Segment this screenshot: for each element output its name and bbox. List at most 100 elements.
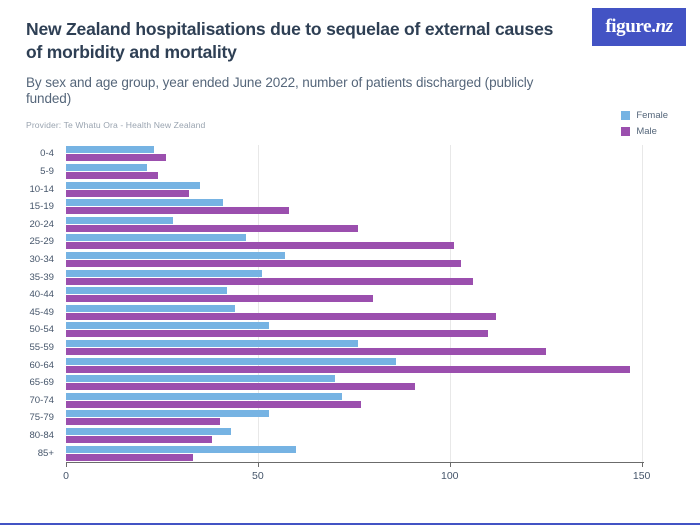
bar-group [66, 163, 680, 181]
chart-legend: Female Male [621, 110, 668, 137]
y-axis-label: 55-59 [29, 342, 54, 353]
bar-group [66, 409, 680, 427]
bar-female[interactable] [66, 304, 235, 312]
bar-female[interactable] [66, 181, 201, 189]
bottom-accent-rule [0, 523, 700, 525]
x-axis-line [66, 462, 644, 463]
bar-group [66, 268, 680, 286]
bar-male[interactable] [66, 436, 212, 444]
bar-female[interactable] [66, 445, 297, 453]
bar-male[interactable] [66, 207, 289, 215]
bar-female[interactable] [66, 234, 247, 242]
y-axis-label: 10-14 [29, 183, 54, 195]
bar-male[interactable] [66, 171, 159, 179]
legend-label-male: Male [636, 126, 657, 137]
tick-label: 50 [252, 470, 264, 482]
bar-male[interactable] [66, 400, 362, 408]
bar-male[interactable] [66, 224, 358, 232]
bars-area [66, 145, 680, 462]
bar-group [66, 374, 680, 392]
bar-rows [66, 145, 680, 462]
bar-group [66, 233, 680, 251]
bar-female[interactable] [66, 340, 358, 347]
bar-group [66, 392, 680, 410]
y-axis-label: 0-4 [40, 148, 54, 160]
bar-female[interactable] [66, 287, 228, 295]
y-axis-label: 5-9 [40, 165, 54, 177]
bar-male[interactable] [66, 348, 546, 355]
bar-male[interactable] [66, 453, 193, 461]
bar-female[interactable] [66, 375, 335, 383]
bar-female[interactable] [66, 392, 343, 400]
bar-female[interactable] [66, 199, 224, 207]
bar-group [66, 356, 680, 374]
y-axis-label: 20-24 [29, 218, 54, 230]
y-axis-label: 80-84 [29, 430, 54, 442]
y-axis-label: 45-49 [29, 306, 54, 318]
y-axis-label: 15-19 [29, 201, 54, 213]
tick-mark [66, 462, 67, 467]
bar-male[interactable] [66, 154, 166, 162]
logo-text: figure.nz [605, 16, 673, 38]
bar-male[interactable] [66, 277, 473, 285]
bar-female[interactable] [66, 410, 270, 418]
bar-male[interactable] [66, 312, 496, 320]
bar-female[interactable] [66, 251, 285, 259]
chart-provider: Provider: Te Whatu Ora - Health New Zeal… [26, 120, 206, 131]
bar-group [66, 303, 680, 321]
bar-group [66, 198, 680, 216]
tick-label: 150 [632, 470, 651, 482]
y-axis-label: 75-79 [29, 412, 54, 424]
y-axis-label: 25-29 [29, 236, 54, 248]
legend-label-female: Female [636, 110, 668, 121]
page-title: New Zealand hospitalisations due to sequ… [26, 19, 554, 63]
bar-male[interactable] [66, 365, 631, 373]
bar-group [66, 427, 680, 445]
bar-group [66, 251, 680, 269]
bar-group [66, 339, 680, 357]
y-axis-label: 50-54 [29, 324, 54, 336]
y-axis-label: 40-44 [29, 289, 54, 301]
bar-female[interactable] [66, 216, 174, 224]
chart-plot-area: 0-4 5-9 10-14 15-19 20-24 25-29 30-34 35-39 40-4… [0, 145, 700, 490]
chart-header: New Zealand hospitalisations due to sequ… [26, 18, 556, 130]
logo-main-text: figure. [605, 16, 656, 37]
bar-male[interactable] [66, 242, 454, 250]
bar-male[interactable] [66, 189, 189, 197]
y-axis-label: 70-74 [29, 394, 54, 406]
tick-mark [449, 462, 451, 467]
bar-male[interactable] [66, 259, 462, 267]
bar-group [66, 215, 680, 233]
y-axis-label: 60-64 [29, 359, 54, 371]
bar-male[interactable] [66, 330, 489, 338]
bar-female[interactable] [66, 146, 155, 154]
bar-male[interactable] [66, 383, 416, 391]
y-axis-label: 85+ [37, 447, 54, 459]
figurenz-logo[interactable]: figure.nz [592, 8, 686, 46]
y-axis-label: 65-69 [29, 377, 54, 389]
legend-item-female[interactable]: Female [621, 110, 668, 121]
bar-female[interactable] [66, 269, 262, 277]
bar-male[interactable] [66, 418, 220, 426]
bar-group [66, 444, 680, 462]
legend-swatch-female [621, 111, 631, 120]
bar-group [66, 145, 680, 163]
bar-female[interactable] [66, 357, 397, 365]
tick-mark [257, 462, 259, 467]
legend-swatch-male [621, 127, 631, 136]
bar-group [66, 286, 680, 304]
bar-male[interactable] [66, 295, 373, 303]
tick-mark [641, 462, 643, 467]
bar-female[interactable] [66, 322, 270, 330]
tick-label: 100 [440, 470, 459, 482]
logo-italic-text: nz [655, 16, 673, 37]
y-axis-label: 35-39 [29, 271, 54, 283]
bar-female[interactable] [66, 163, 147, 171]
bar-group [66, 180, 680, 198]
legend-item-male[interactable]: Male [621, 126, 668, 137]
tick-label: 0 [63, 470, 69, 482]
bar-group [66, 321, 680, 339]
x-axis-ticks: 0 50 100 150 [63, 462, 680, 488]
bar-female[interactable] [66, 428, 231, 436]
